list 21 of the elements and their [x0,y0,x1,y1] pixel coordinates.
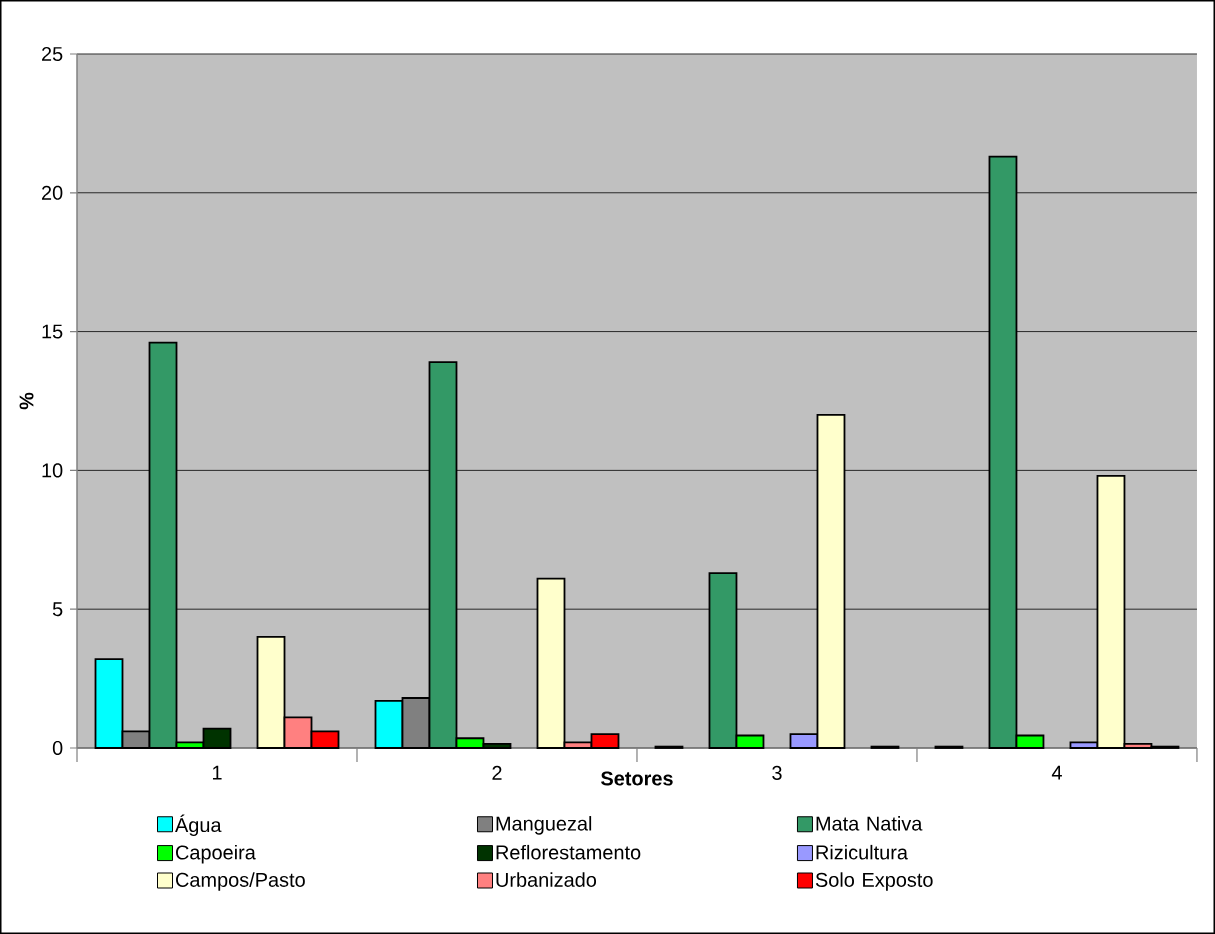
y-tick-label: 15 [42,324,63,339]
x-tick-label: 2 [492,765,502,780]
legend-label: Manguezal [496,816,592,835]
legend-label: Solo Exposto [815,872,933,891]
x-tick-label: 3 [772,765,782,780]
y-tick-label: 0 [52,740,63,756]
x-tick-label: 1 [212,765,222,780]
legend-label: Reflorestamento [496,844,641,860]
legend-label: Capoeira [176,844,256,864]
legend-label: Rizicultura [816,844,908,860]
legend-label: Urbanizado [496,872,597,887]
legend-label: Campos/Pasto [176,872,305,891]
legend-label: Água [175,814,222,837]
y-axis-title: % [19,392,34,410]
y-tick-label: 20 [42,185,63,200]
y-tick-label: 5 [52,602,63,617]
legend-label: Mata Nativa [816,816,923,831]
y-tick-label: 10 [42,463,63,478]
x-axis-title: Setores [601,771,673,786]
x-tick-label: 4 [1051,765,1062,780]
y-tick-label: 25 [42,46,63,62]
